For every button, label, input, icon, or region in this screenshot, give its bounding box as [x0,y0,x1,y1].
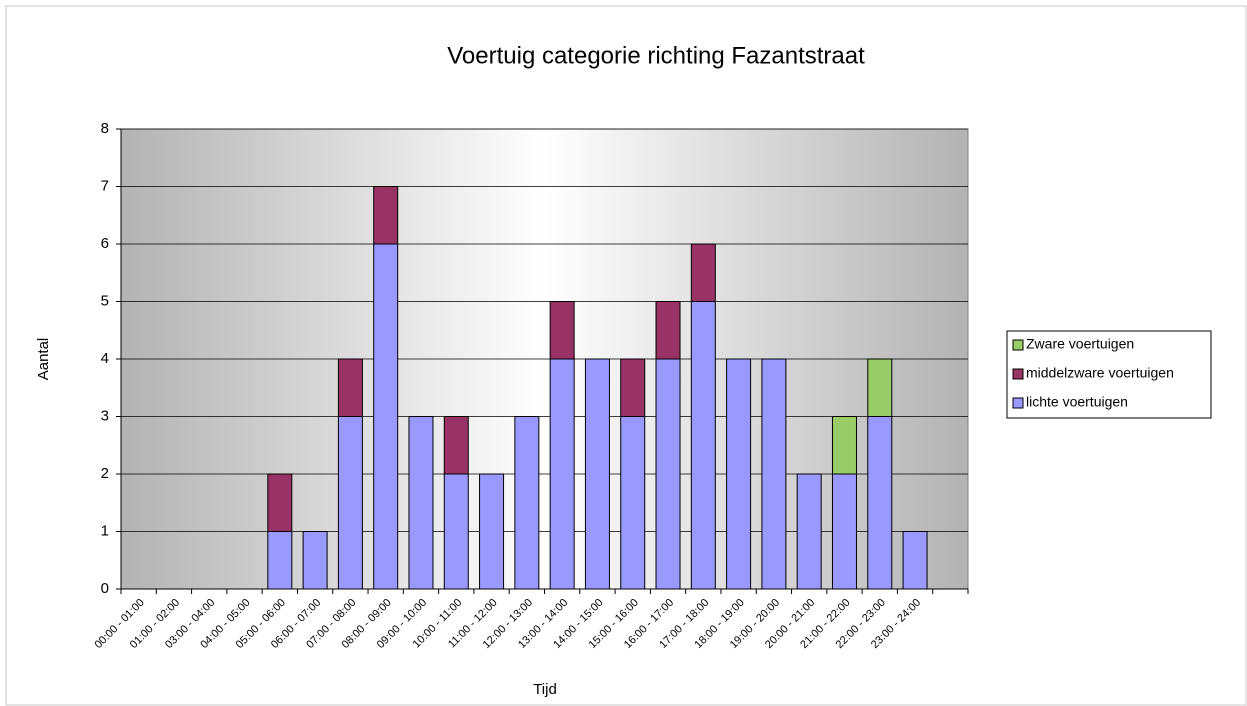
y-tick-label: 2 [101,465,109,482]
y-tick-label: 6 [101,235,109,252]
y-tick-label: 5 [101,292,109,309]
bar-segment [514,416,540,590]
bar-segment [831,416,857,475]
bar-segment [267,473,293,532]
y-tick-label: 8 [101,120,109,137]
bar-segment [796,473,822,590]
y-axis-label: Aantal [35,338,52,381]
bar-segment [620,358,646,417]
legend-swatch [1012,397,1024,409]
legend-label: Zware voertuigen [1026,336,1134,352]
bar-segment [620,416,646,590]
bar-segment [443,473,469,590]
bar-segment [267,531,293,590]
bar-segment [549,301,575,360]
legend-label: lichte voertuigen [1026,394,1128,410]
legend-box [1006,330,1212,419]
bar-segment [761,358,787,590]
y-tick-label: 7 [101,177,109,194]
bar-segment [408,416,434,590]
bar-segment [690,243,716,302]
x-axis-label: Tijd [533,681,557,698]
bar-segment [655,301,681,360]
bar-segment [831,473,857,590]
legend-label: middelzware voertuigen [1026,365,1174,381]
bar-segment [584,358,610,590]
bar-segment [302,531,328,590]
bar-segment [690,301,716,590]
bar-segment [443,416,469,475]
bar-segment [373,186,399,245]
bar-segment [655,358,681,590]
y-tick-label: 3 [101,407,109,424]
legend-swatch [1012,368,1024,380]
bar-segment [337,416,363,590]
bar-segment [867,416,893,590]
bar-segment [373,243,399,590]
chart-title: Voertuig categorie richting Fazantstraat [447,42,865,69]
bar-segment [726,358,752,590]
bar-segment [549,358,575,590]
bar-segment [902,531,928,590]
legend-swatch [1012,339,1024,351]
y-tick-label: 0 [101,580,109,597]
y-tick-label: 1 [101,522,109,539]
y-tick-label: 4 [101,350,109,367]
bar-segment [867,358,893,417]
bar-segment [337,358,363,417]
bar-segment [479,473,505,590]
